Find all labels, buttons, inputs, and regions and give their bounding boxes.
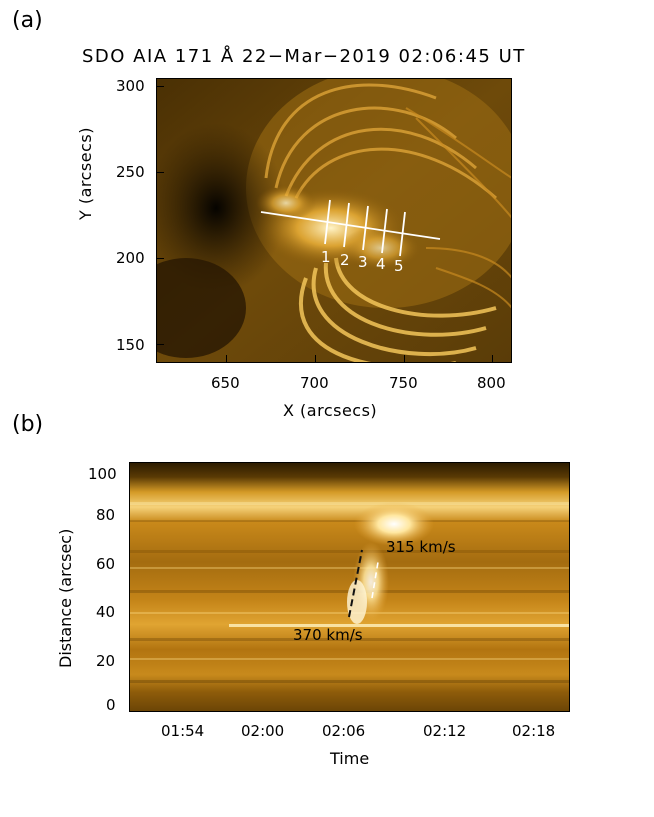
panel-a-xtick-mark [404, 355, 405, 363]
slit-1 [324, 199, 331, 245]
annotation-315: 315 km/s [386, 538, 456, 556]
panel-a-xlabel: X (arcsecs) [283, 401, 378, 420]
slit-4 [381, 208, 388, 254]
panel-b-ytick: 20 [96, 652, 116, 670]
panel-a-title: SDO AIA 171 Å 22−Mar−2019 02:06:45 UT [82, 46, 526, 67]
panel-a-ytick: 250 [116, 163, 145, 181]
panel-b-xtick: 01:54 [161, 722, 205, 740]
panel-a-ytick: 300 [116, 77, 145, 95]
panel-b-ytick: 100 [88, 465, 117, 483]
panel-a-ytick-mark [156, 172, 164, 173]
panel-a-xtick-mark [315, 355, 316, 363]
panel-b-ytick: 80 [96, 506, 116, 524]
fit-line-315 [371, 561, 379, 599]
panel-a-ytick-mark [156, 258, 164, 259]
slit-label-5: 5 [394, 257, 404, 275]
fit-line-370 [348, 549, 363, 618]
panel-b-label: (b) [12, 412, 44, 437]
time-distance-plot [129, 462, 570, 712]
panel-b-xtick: 02:06 [322, 722, 366, 740]
main-slit [260, 211, 441, 240]
panel-b-frame [129, 462, 570, 712]
panel-b-ytick: 0 [106, 696, 116, 714]
panel-a-xtick-mark [226, 355, 227, 363]
annotation-370: 370 km/s [293, 626, 363, 644]
panel-a-xtick-mark [492, 355, 493, 363]
slit-3 [362, 205, 369, 251]
slit-5 [399, 211, 406, 257]
panel-b-xtick: 02:00 [241, 722, 285, 740]
slit-label-4: 4 [376, 255, 386, 273]
panel-b-ytick: 40 [96, 603, 116, 621]
panel-a-ytick-mark [156, 86, 164, 87]
slit-label-1: 1 [321, 248, 331, 266]
panel-a-ytick: 150 [116, 336, 145, 354]
panel-a-ytick-mark [156, 344, 164, 345]
panel-b-ytick: 60 [96, 555, 116, 573]
panel-a-xtick: 700 [300, 374, 329, 392]
slit-2 [343, 202, 350, 248]
slit-label-2: 2 [340, 251, 350, 269]
panel-b-xtick: 02:12 [423, 722, 467, 740]
panel-b-ylabel: Distance (arcsec) [56, 528, 75, 668]
slit-label-3: 3 [358, 253, 368, 271]
panel-a-xtick: 800 [477, 374, 506, 392]
panel-a-ytick: 200 [116, 249, 145, 267]
panel-a-xtick: 650 [211, 374, 240, 392]
aia-171-image: 1 2 3 4 5 [156, 78, 512, 363]
panel-b-xtick: 02:18 [512, 722, 556, 740]
panel-a-label: (a) [12, 8, 43, 33]
panel-b-xlabel: Time [330, 749, 370, 768]
panel-a-xtick: 750 [389, 374, 418, 392]
panel-a-frame [156, 78, 512, 363]
panel-a-ylabel: Y (arcsecs) [76, 127, 95, 220]
